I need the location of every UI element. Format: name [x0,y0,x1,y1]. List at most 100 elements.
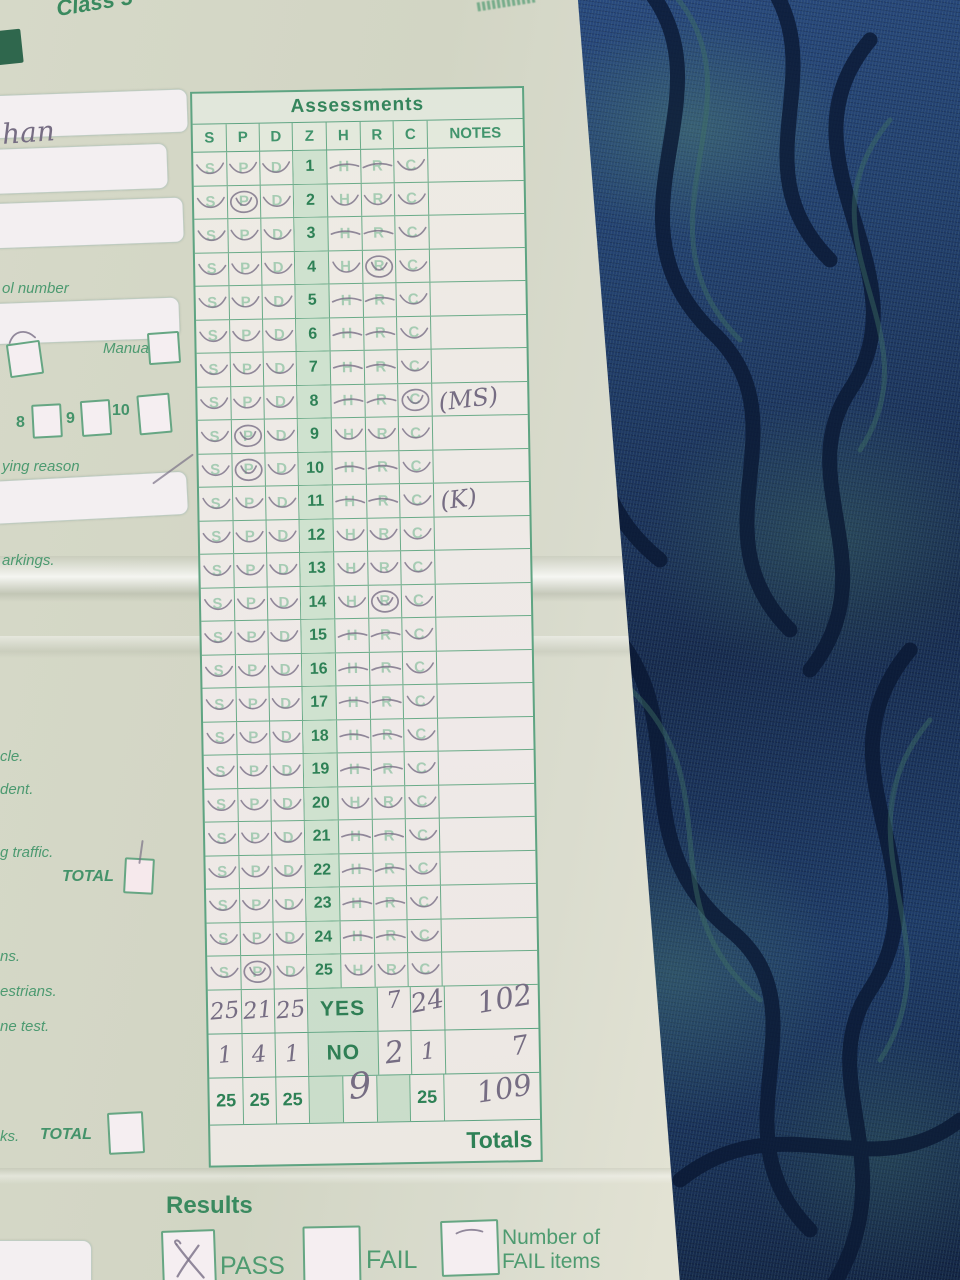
notes-cell [437,649,533,683]
cell-h: H [332,484,368,518]
assessment-row: S P D 18 H R C [203,716,534,756]
cell-p: P [239,888,274,922]
cell-d: D [270,720,304,754]
row-number: 20 [304,786,339,820]
column-header-p: P [226,123,261,152]
cell-p: P [231,386,265,420]
assessment-row: S P D 19 H R C [203,749,535,790]
cell-d: D [264,418,299,453]
cell-c: C [404,718,439,752]
cell-d: D [260,151,294,185]
fail-checkbox [302,1225,362,1280]
row-number: 24 [306,920,342,954]
cell-h: H [335,618,370,652]
cell-d: D [271,820,306,855]
cell-r: R [368,584,403,618]
row-number: 22 [305,853,340,887]
row-number: 16 [301,652,337,686]
cell-c: C [407,919,443,953]
cell-c: C [406,885,442,919]
row-number: 8 [297,384,332,418]
cell-p: P [239,855,273,889]
cell-c: C [401,584,437,618]
cell-h: H [337,752,373,786]
label-ol-number: ol number [2,280,69,297]
cell-c: C [408,952,443,986]
fail-count-box [440,1219,500,1277]
cell-d: D [268,653,303,687]
handwritten-note: (K) [438,483,479,516]
cell-s: S [201,621,236,655]
manual-checkbox [146,330,182,366]
max-d: 25 [282,1089,303,1110]
cell-r: R [366,484,401,518]
cell-c: C [394,148,429,182]
column-header-h: H [326,121,362,150]
pencil-mark [8,331,36,344]
assessment-row: S P D 20 H R C [204,783,535,823]
assessment-row: S P D 15 H R C [201,615,532,656]
label-ne-test: ne test. [0,1018,50,1035]
totals-footer-row: Totals [210,1119,541,1165]
cell-p: P [229,285,264,319]
results-heading: Results [166,1192,253,1219]
notes-cell [433,415,529,449]
label-9: 9 [66,410,75,427]
row-number: 5 [295,284,331,318]
notes-cell [439,750,535,784]
cell-r: R [371,752,406,786]
cell-c: C [397,349,433,383]
no-s: 1 [216,1041,234,1069]
yes-totals-row: 25 21 25 YES 7 24 102 [207,977,539,1035]
cell-r: R [369,618,403,652]
cell-p: P [238,821,273,855]
cell-p: P [236,687,271,721]
cell-d: D [269,686,304,721]
cell-d: D [261,218,295,252]
pencil-dash-mark [455,1228,484,1235]
cell-c: C [399,483,435,517]
cell-h: H [341,953,376,987]
notes-cell [438,716,534,750]
cell-r: R [375,953,409,987]
cell-d: D [270,753,305,788]
cell-r: R [362,216,396,250]
assessment-row: S P D 24 H R C [206,917,538,957]
cell-s: S [198,453,233,487]
cell-h: H [334,585,370,619]
cell-p: P [231,419,266,453]
cell-h: H [336,685,372,719]
cell-h: H [334,551,369,585]
cell-h: H [339,853,374,887]
row-number: 14 [300,585,336,619]
label-cle: cle. [0,748,24,765]
cell-d: D [267,586,302,620]
assessment-row: S P D 17 H R C [202,682,534,723]
cell-h: H [332,451,367,485]
cell-r: R [362,249,397,283]
cell-d: D [266,519,301,553]
yes-s: 25 [208,997,241,1026]
row-number: 18 [303,719,338,753]
assessment-row: S P D 25 H R C [207,950,538,991]
column-header-d: D [259,123,294,151]
cell-p: P [232,453,266,487]
cell-s: S [195,286,231,320]
label-ying-reason: ying reason [2,458,80,475]
cell-p: P [227,151,261,185]
label-estrians: estrians. [0,983,57,1000]
cell-d: D [274,954,308,988]
cell-r: R [361,149,395,183]
no-p: 4 [250,1041,268,1069]
assessment-row: S P D 11 H R C (K) [198,481,530,522]
row-number: 9 [297,418,333,452]
cell-s: S [201,654,237,688]
row-number: 19 [303,753,339,787]
cell-c: C [398,416,434,450]
cell-d: D [265,485,300,520]
